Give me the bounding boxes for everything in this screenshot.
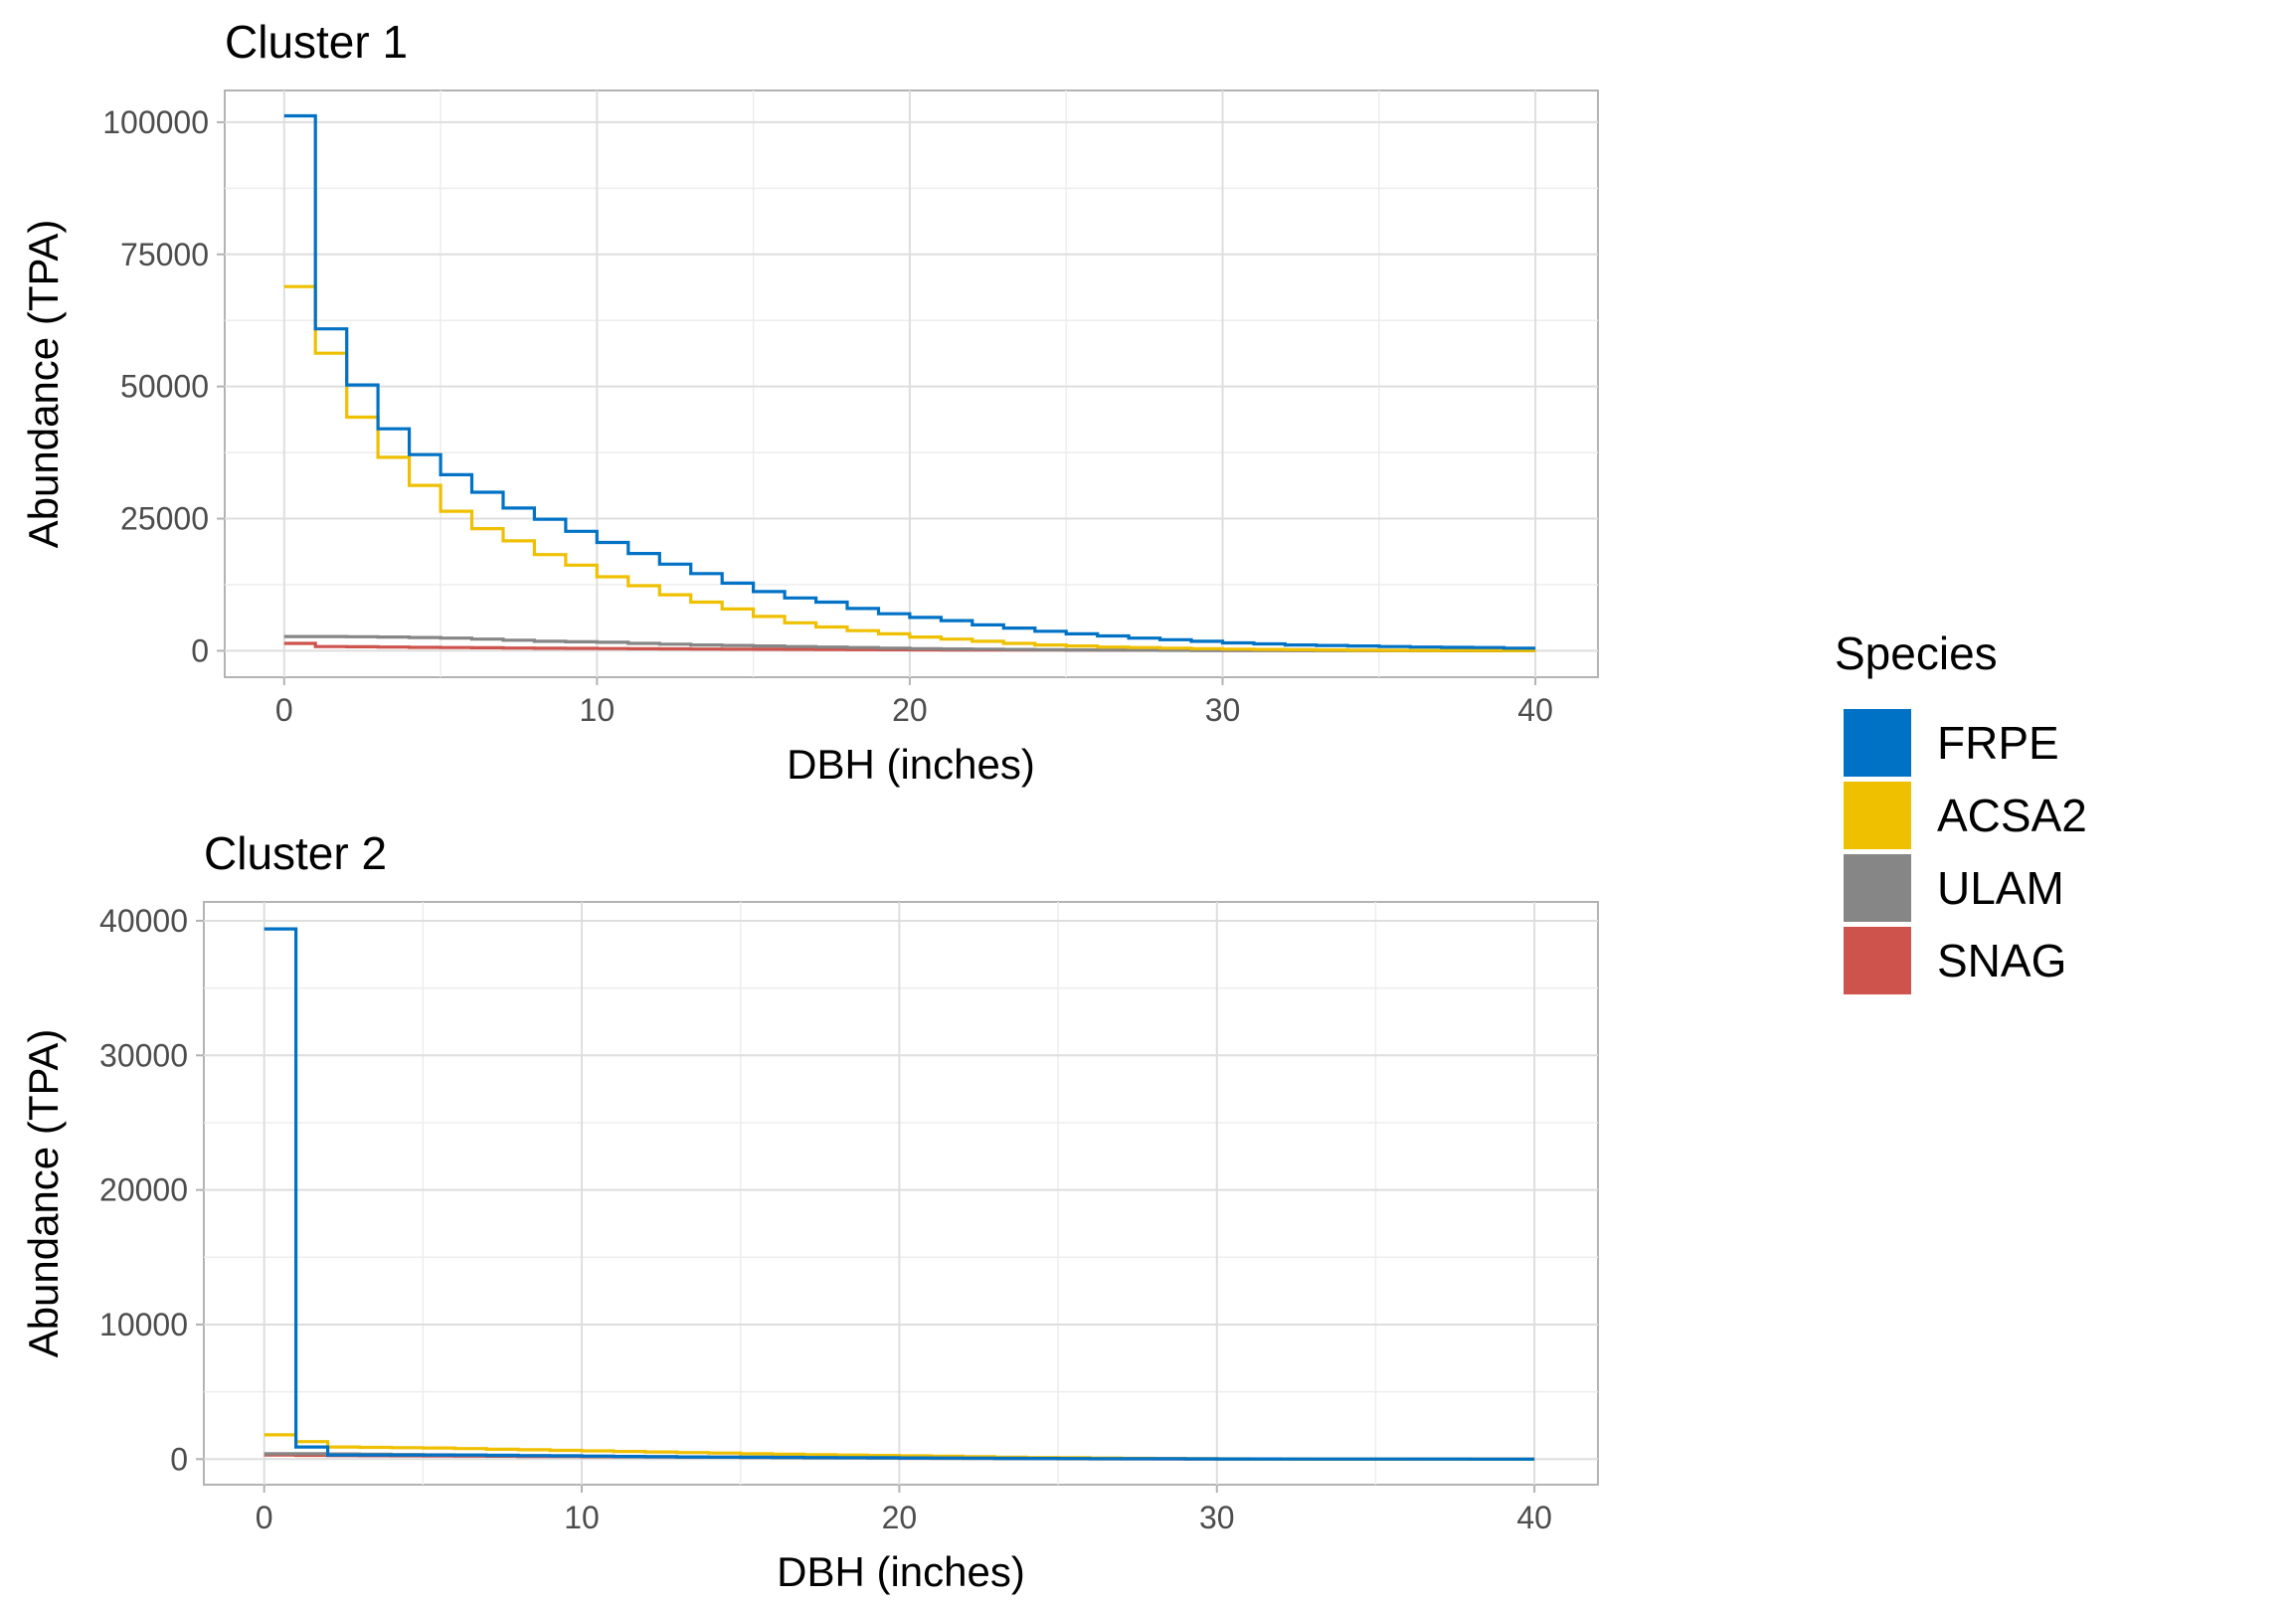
x-tick-label: 20 [892,692,928,728]
panel-2-ticks: 0 10 20 30 40 0 10000 20000 30000 40000 [99,903,1552,1535]
series-line-acsa2 [283,284,1536,652]
panel-1-x-axis-title: DBH (inches) [787,741,1035,788]
legend-label-snag: SNAG [1937,935,2066,986]
x-tick-label: 10 [580,692,616,728]
x-tick-label: 40 [1517,692,1553,728]
series-line-frpe [264,927,1535,1461]
legend-key-acsa2 [1844,782,1911,849]
series-line-frpe [283,113,1536,650]
x-tick-label: 40 [1516,1500,1552,1535]
x-tick-label: 0 [256,1500,273,1535]
x-tick-label: 30 [1199,1500,1235,1535]
y-tick-label: 20000 [99,1172,188,1208]
y-tick-label: 30000 [99,1037,188,1073]
legend-items: FRPE ACSA2 ULAM SNAG [1844,709,2087,994]
panel-2-y-axis-title: Abundance (TPA) [20,1029,67,1358]
y-tick-label: 0 [170,1441,188,1477]
y-tick-label: 75000 [120,237,209,272]
legend-label-ulam: ULAM [1937,862,2064,914]
panel-cluster-2: Cluster 2 0 10 20 30 40 0 10000 20000 30000 40000… [20,827,1599,1595]
x-tick-label: 0 [275,692,293,728]
panel-2-title: Cluster 2 [204,827,387,879]
panel-cluster-1: Cluster 1 0 10 20 30 40 0 25000 50000 75000 10000… [20,16,1599,788]
panel-2-frame [203,901,1599,1486]
legend-label-acsa2: ACSA2 [1937,790,2087,841]
legend-label-frpe: FRPE [1937,717,2059,769]
panel-1-frame [224,89,1599,678]
legend-key-ulam [1844,854,1911,922]
legend-title: Species [1835,627,1998,679]
y-tick-label: 0 [191,632,209,668]
legend-key-frpe [1844,709,1911,777]
y-tick-label: 25000 [120,501,209,537]
panel-2-grid [204,902,1598,1485]
panel-1-y-axis-title: Abundance (TPA) [20,220,67,549]
x-tick-label: 30 [1205,692,1241,728]
panel-1-ticks: 0 10 20 30 40 0 25000 50000 75000 100000 [102,104,1553,728]
legend-key-snag [1844,927,1911,994]
panel-1-grid [225,90,1598,677]
panel-2-x-axis-title: DBH (inches) [777,1548,1025,1595]
x-tick-label: 20 [882,1500,918,1535]
y-tick-label: 10000 [99,1307,188,1342]
y-tick-label: 50000 [120,369,209,405]
panel-1-title: Cluster 1 [225,16,408,68]
panel-2-series [264,927,1535,1461]
x-tick-label: 10 [564,1500,600,1535]
legend: Species FRPE ACSA2 ULAM SNAG [1835,627,2087,994]
panel-1-series [283,113,1536,652]
y-tick-label: 100000 [102,104,209,140]
y-tick-label: 40000 [99,903,188,939]
